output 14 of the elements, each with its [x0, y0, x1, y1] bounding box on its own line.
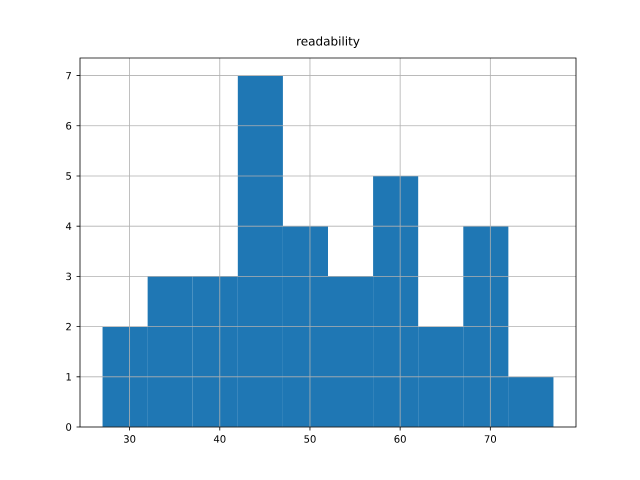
y-tick-label: 0	[66, 423, 72, 431]
y-tick-label: 6	[66, 122, 72, 130]
y-tick-label: 3	[66, 272, 72, 280]
x-tick-label: 50	[304, 435, 316, 443]
x-tick-label: 60	[394, 435, 406, 443]
y-tick-label: 1	[66, 373, 71, 380]
y-tick-label: 5	[66, 172, 71, 180]
y-tick-label: 4	[66, 222, 72, 230]
y-tick-label: 2	[66, 322, 71, 330]
x-tick-label: 30	[124, 435, 136, 443]
x-tick-label: 70	[484, 435, 496, 443]
x-tick-label: 40	[214, 435, 226, 443]
y-tick-label: 7	[66, 72, 71, 80]
chart-title: readability	[297, 36, 360, 48]
